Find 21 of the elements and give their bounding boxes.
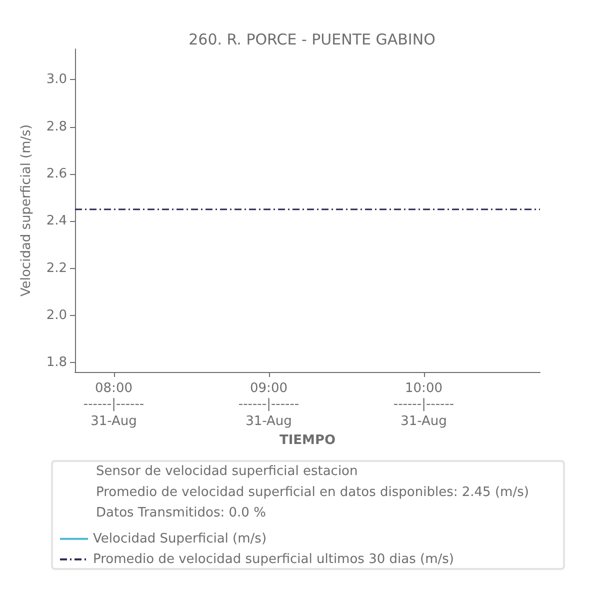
legend-label: Velocidad Superficial (m/s)	[93, 531, 267, 546]
text: ------|------ 31-Aug	[83, 397, 144, 429]
x-tick-label: 09:00	[250, 380, 288, 396]
y-tick-label: 2.8	[46, 119, 67, 134]
text: Sensor de velocidad superficial estacion	[96, 464, 358, 479]
text: Datos Transmitidos: 0.0 %	[96, 506, 266, 521]
y-tick-label: 1.8	[46, 355, 67, 370]
x-tick-label: 08:00	[95, 380, 132, 396]
text: Promedio de velocidad superficial en datos disponibles: 2.45 (m/s)	[96, 484, 529, 500]
text: ------|------ 31-Aug	[238, 397, 300, 429]
y-tick-label: 2.0	[46, 308, 67, 323]
x-tick-label: 10:00	[405, 380, 442, 396]
chart-title: 260. R. PORCE - PUENTE GABINO	[188, 30, 436, 48]
y-tick-label: 2.4	[46, 214, 67, 229]
y-tick-label: 2.2	[46, 260, 67, 276]
text: ------|------ 31-Aug	[393, 397, 454, 429]
y-tick-label: 2.6	[46, 166, 67, 182]
legend-label: Promedio de velocidad superficial ultimos 30 dias (m/s)	[93, 552, 454, 567]
y-axis-title: Velocidad superficial (m/s)	[19, 124, 34, 297]
x-axis-title: TIEMPO	[279, 433, 336, 448]
y-tick-label: 3.0	[46, 72, 67, 88]
